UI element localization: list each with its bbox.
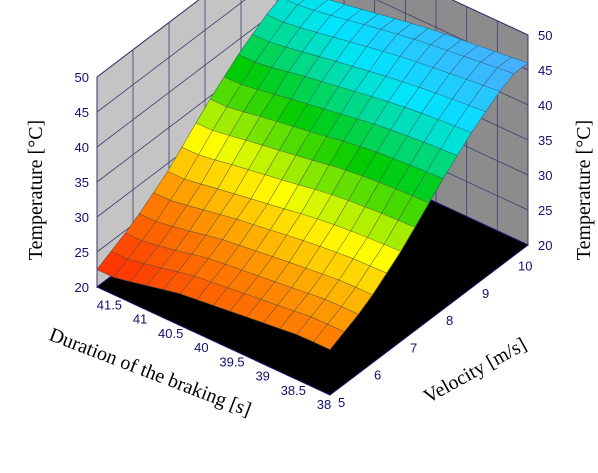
z-gridline — [96, 0, 529, 78]
y-tick-label: 6 — [374, 368, 381, 383]
surface-mesh-line — [195, 122, 430, 204]
y-tick-label: 8 — [446, 313, 453, 328]
surface-mesh-line — [209, 98, 444, 180]
y-tick-label: 9 — [482, 286, 489, 301]
x-tick-label: 39 — [255, 369, 269, 384]
surface-mesh-line — [167, 171, 401, 252]
surface-mesh-line — [181, 146, 416, 228]
x-tick-label: 41 — [133, 312, 147, 327]
z-tick-label-left: 40 — [75, 140, 89, 155]
x-tick-label: 41.5 — [97, 298, 122, 313]
surface-mesh-line — [238, 54, 472, 133]
x-tick-label: 38 — [317, 397, 331, 412]
x-tick-label: 40.5 — [158, 326, 183, 341]
y-tick-label: 10 — [518, 259, 532, 274]
surface-mesh-line — [153, 192, 387, 274]
z-tick-label-right: 40 — [538, 98, 552, 113]
z-tick-label-left: 35 — [75, 175, 89, 190]
y-axis-title: Velocity [m/s] — [420, 334, 530, 408]
surface-mesh-line — [328, 0, 529, 64]
z-axis-title-left: Temperature [°C] — [25, 120, 47, 260]
z-tick-label-right: 25 — [538, 203, 552, 218]
surface-mesh-line — [125, 232, 359, 315]
z-tick-label-right: 35 — [538, 133, 552, 148]
z-tick-label-right: 50 — [538, 28, 552, 43]
y-tick-label: 7 — [410, 340, 417, 355]
z-tick-label-left: 20 — [75, 280, 89, 295]
x-tick-label: 38.5 — [281, 383, 306, 398]
temperature-surface — [96, 0, 529, 350]
surface-mesh-line — [286, 0, 514, 74]
surface-mesh-line — [110, 251, 345, 333]
y-tick-label: 5 — [338, 395, 345, 410]
tick-labels: 20 25 30 35 40 45 50 20 25 30 35 40 45 50 38 38.5 39 39.5… — [75, 28, 553, 412]
surface-mesh-line — [96, 269, 331, 350]
z-tick-label-left: 45 — [75, 105, 89, 120]
surface-mesh-line — [139, 213, 373, 296]
z-tick-label-left: 50 — [75, 70, 89, 85]
x-tick-label: 40 — [194, 340, 208, 355]
z-axis-title-right: Temperature [°C] — [573, 120, 595, 260]
surface-mesh-line — [224, 76, 458, 156]
z-tick-label-left: 25 — [75, 245, 89, 260]
x-tick-label: 39.5 — [219, 354, 244, 369]
z-tick-label-left: 30 — [75, 210, 89, 225]
surface-mesh-line — [252, 34, 486, 113]
surface-cell — [286, 0, 305, 6]
z-tick-label-right: 20 — [538, 238, 552, 253]
z-tick-label-right: 45 — [538, 63, 552, 78]
z-tick-label-right: 30 — [538, 168, 552, 183]
z-gridline — [96, 0, 529, 113]
surface-mesh-line — [266, 14, 500, 92]
